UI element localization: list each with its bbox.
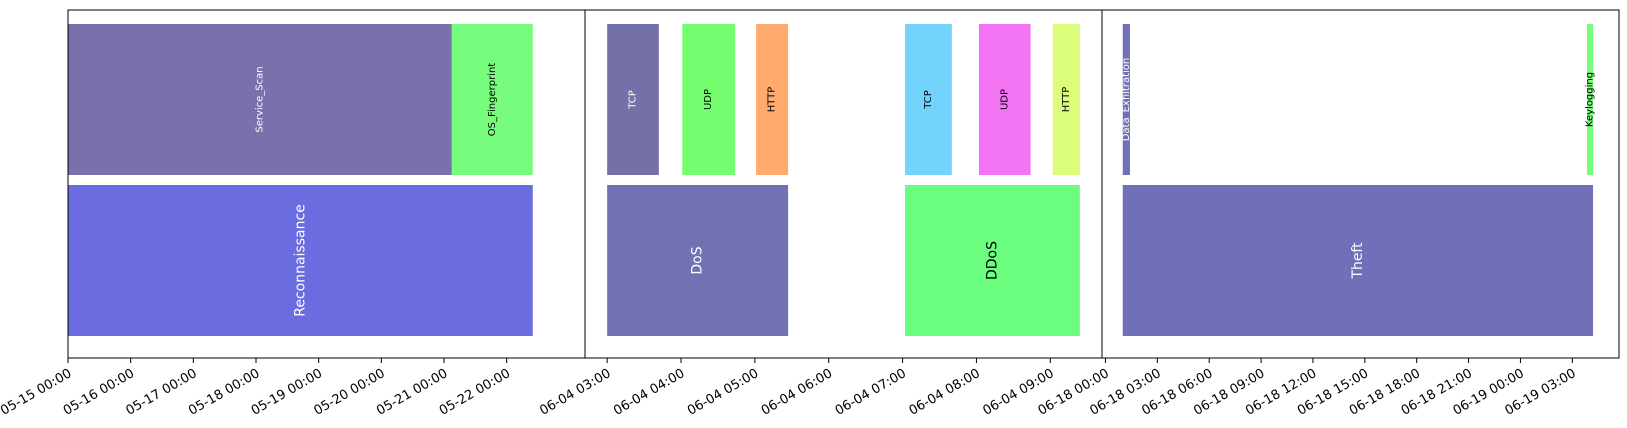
subcategory-label: UDP [703, 89, 714, 110]
subcategory-label: HTTP [767, 87, 778, 113]
subcategory-bar-keylogging [1587, 24, 1594, 175]
subcategory-label: Keylogging [1585, 72, 1596, 127]
x-tick-label: 05-22 00:00 [437, 366, 513, 419]
bars-layer: Service_Scan OS_Fingerprint Reconnaissance… [68, 24, 1596, 336]
x-tick-label: 06-04 03:00 [537, 366, 613, 419]
subcategory-bar-udp [978, 24, 1031, 175]
subcategory-bar-http [756, 24, 789, 175]
subcategory-label: OS_Fingerprint [487, 63, 498, 137]
subcategory-bar-os-fingerprint [451, 24, 533, 175]
subcategory-bar-http [1052, 24, 1080, 175]
subcategory-label: Service_Scan [254, 66, 265, 132]
x-tick-label: 06-04 05:00 [685, 366, 761, 419]
category-label: DoS [690, 246, 706, 274]
category-bar-theft [1122, 185, 1594, 336]
subcategory-bar-service-scan [68, 24, 452, 175]
category-label: Reconnaissance [292, 204, 308, 317]
subcategory-label: UDP [999, 89, 1010, 110]
category-label: DDoS [984, 241, 1000, 280]
subcategory-label: HTTP [1061, 87, 1072, 113]
subcategory-bar-data-exfiltration [1122, 24, 1130, 175]
x-tick-label: 06-04 07:00 [833, 366, 909, 419]
subcategory-label: TCP [923, 90, 934, 110]
category-bar-reconnaissance [68, 185, 533, 336]
x-tick-label: 06-04 08:00 [907, 366, 983, 419]
axes-frame [67, 9, 1620, 359]
subcategory-label: TCP [628, 90, 639, 110]
subcategory-bar-tcp [905, 24, 952, 175]
x-tick-label: 06-04 04:00 [611, 366, 687, 419]
x-tick-label: 06-04 06:00 [759, 366, 835, 419]
subcategory-bar-tcp [607, 24, 659, 175]
frame-layer [67, 9, 1620, 359]
category-label: Theft [1350, 242, 1366, 280]
subcategory-label: Data_Exfiltration [1121, 58, 1132, 142]
category-bar-dos [607, 185, 789, 336]
category-bar-ddos [905, 185, 1080, 336]
subcategory-bar-udp [682, 24, 736, 175]
